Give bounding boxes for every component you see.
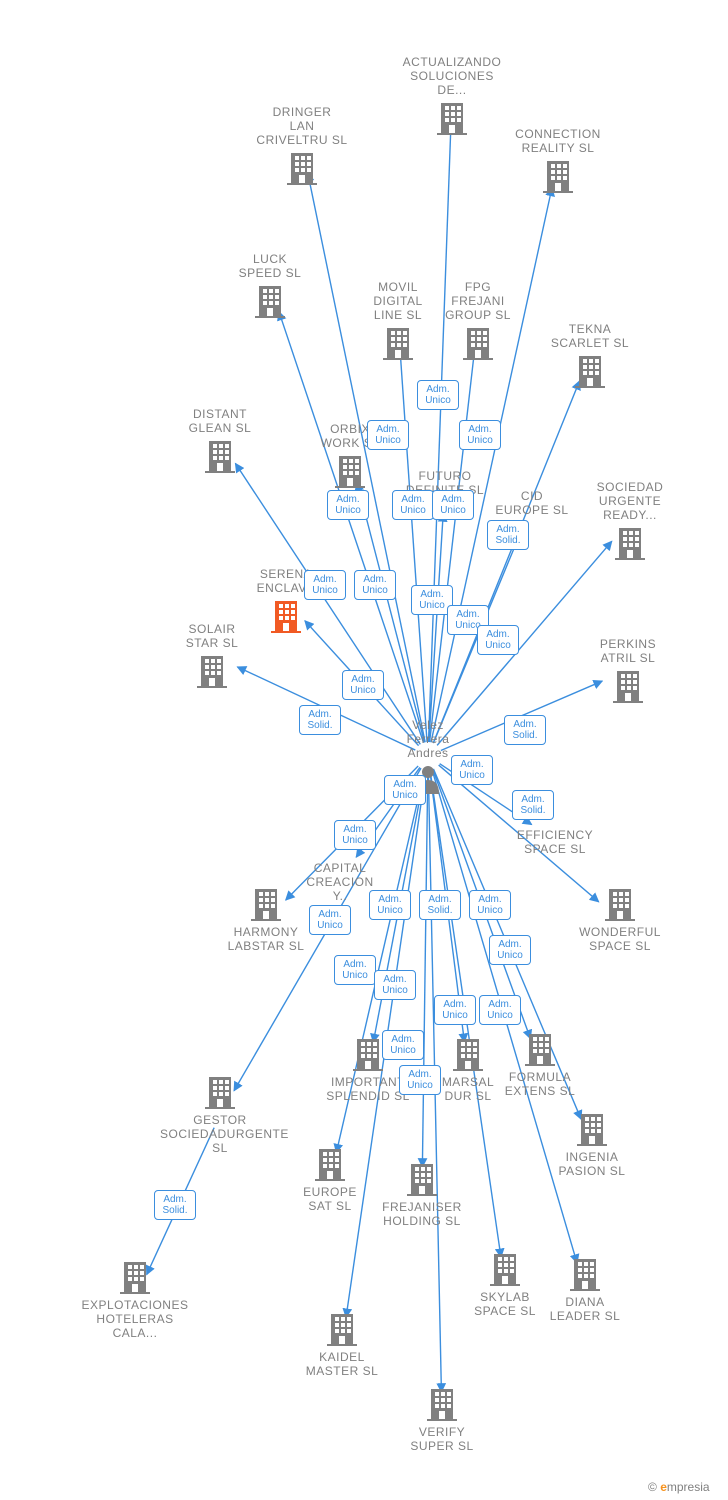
edge-label: Adm. Unico	[399, 1065, 441, 1095]
company-node-label: LUCK SPEED SL	[210, 252, 330, 280]
company-node[interactable]: HARMONY LABSTAR SL	[206, 887, 326, 953]
building-icon	[160, 1075, 280, 1109]
company-node-label: VERIFY SUPER SL	[382, 1425, 502, 1453]
company-node[interactable]: EXPLOTACIONES HOTELERAS CALA...	[75, 1260, 195, 1340]
company-node-label: DISTANT GLEAN SL	[160, 407, 280, 435]
edge-label: Adm. Solid.	[487, 520, 529, 550]
copyright-symbol: ©	[648, 1480, 657, 1494]
company-node-label: DIANA LEADER SL	[525, 1295, 645, 1323]
building-icon	[282, 1312, 402, 1346]
company-node[interactable]: ACTUALIZANDO SOLUCIONES DE...	[392, 55, 512, 135]
company-node-label: SOCIEDAD URGENTE READY...	[570, 480, 690, 522]
building-icon	[75, 1260, 195, 1294]
company-node[interactable]: GESTOR SOCIEDADURGENTE SL	[160, 1075, 280, 1155]
building-icon	[480, 1032, 600, 1066]
company-node-label: EFFICIENCY SPACE SL	[495, 828, 615, 856]
edge-label: Adm. Unico	[479, 995, 521, 1025]
company-node-label: KAIDEL MASTER SL	[282, 1350, 402, 1378]
copyright: © empresia	[648, 1480, 710, 1494]
building-icon	[418, 326, 538, 360]
building-icon	[525, 1257, 645, 1291]
company-node-label: CONNECTION REALITY SL	[498, 127, 618, 155]
edge-label: Adm. Unico	[489, 935, 531, 965]
company-node[interactable]: DISTANT GLEAN SL	[160, 407, 280, 473]
company-node[interactable]: KAIDEL MASTER SL	[282, 1312, 402, 1378]
edge-label: Adm. Unico	[432, 490, 474, 520]
company-node[interactable]: VERIFY SUPER SL	[382, 1387, 502, 1453]
company-node-label: GESTOR SOCIEDADURGENTE SL	[160, 1113, 280, 1155]
building-icon	[560, 887, 680, 921]
logo-rest: mpresia	[667, 1480, 710, 1494]
edge-label: Adm. Solid.	[154, 1190, 196, 1220]
building-icon	[160, 439, 280, 473]
edge-line	[431, 187, 552, 742]
company-node-label: HARMONY LABSTAR SL	[206, 925, 326, 953]
company-node-label: FPG FREJANI GROUP SL	[418, 280, 538, 322]
company-node[interactable]: SOCIEDAD URGENTE READY...	[570, 480, 690, 560]
company-node-label: INGENIA PASION SL	[532, 1150, 652, 1178]
company-node[interactable]: INGENIA PASION SL	[532, 1112, 652, 1178]
edge-label: Adm. Solid.	[419, 890, 461, 920]
edge-line	[422, 770, 427, 1167]
company-node[interactable]: FPG FREJANI GROUP SL	[418, 280, 538, 360]
network-diagram: Velez Ferrera Andres ACTUALIZANDO SOLUCI…	[0, 0, 728, 1500]
edge-label: Adm. Unico	[392, 490, 434, 520]
logo-e: e	[660, 1480, 667, 1494]
company-node-label: FREJANISER HOLDING SL	[362, 1200, 482, 1228]
edge-label: Adm. Unico	[334, 955, 376, 985]
company-node-label: EXPLOTACIONES HOTELERAS CALA...	[75, 1298, 195, 1340]
building-icon	[242, 151, 362, 185]
company-node[interactable]: LUCK SPEED SL	[210, 252, 330, 318]
edge-label: Adm. Unico	[354, 570, 396, 600]
company-node[interactable]: TEKNA SCARLET SL	[530, 322, 650, 388]
building-icon	[206, 887, 326, 921]
center-node-label: Velez Ferrera Andres	[368, 718, 488, 760]
edge-label: Adm. Unico	[417, 380, 459, 410]
company-node-label: FORMULA EXTENS SL	[480, 1070, 600, 1098]
company-node[interactable]: SOLAIR STAR SL	[152, 622, 272, 688]
company-node[interactable]: DRINGER LAN CRIVELTRU SL	[242, 105, 362, 185]
edge-label: Adm. Unico	[369, 890, 411, 920]
building-icon	[568, 669, 688, 703]
edge-label: Adm. Unico	[334, 820, 376, 850]
building-icon	[392, 101, 512, 135]
company-node[interactable]: FREJANISER HOLDING SL	[362, 1162, 482, 1228]
company-node-label: SOLAIR STAR SL	[152, 622, 272, 650]
edge-label: Adm. Solid.	[504, 715, 546, 745]
building-icon	[382, 1387, 502, 1421]
edge-label: Adm. Unico	[459, 420, 501, 450]
company-node[interactable]: FORMULA EXTENS SL	[480, 1032, 600, 1098]
company-node[interactable]: EFFICIENCY SPACE SL	[495, 824, 615, 856]
edge-label: Adm. Unico	[451, 755, 493, 785]
company-node[interactable]: CONNECTION REALITY SL	[498, 127, 618, 193]
company-node[interactable]: DIANA LEADER SL	[525, 1257, 645, 1323]
edge-label: Adm. Unico	[382, 1030, 424, 1060]
building-icon	[210, 284, 330, 318]
edge-label: Adm. Unico	[469, 890, 511, 920]
edge-label: Adm. Unico	[367, 420, 409, 450]
company-node-label: PERKINS ATRIL SL	[568, 637, 688, 665]
edge-label: Adm. Unico	[477, 625, 519, 655]
company-node[interactable]: WONDERFUL SPACE SL	[560, 887, 680, 953]
edge-label: Adm. Solid.	[512, 790, 554, 820]
edge-label: Adm. Unico	[374, 970, 416, 1000]
company-node-label: DRINGER LAN CRIVELTRU SL	[242, 105, 362, 147]
building-icon	[152, 654, 272, 688]
edge-label: Adm. Unico	[327, 490, 369, 520]
edge-label: Adm. Unico	[309, 905, 351, 935]
building-icon	[532, 1112, 652, 1146]
company-node-label: TEKNA SCARLET SL	[530, 322, 650, 350]
edge-label: Adm. Unico	[434, 995, 476, 1025]
building-icon	[570, 526, 690, 560]
building-icon	[362, 1162, 482, 1196]
edge-label: Adm. Solid.	[299, 705, 341, 735]
company-node-label: ACTUALIZANDO SOLUCIONES DE...	[392, 55, 512, 97]
edge-label: Adm. Unico	[384, 775, 426, 805]
company-node[interactable]: PERKINS ATRIL SL	[568, 637, 688, 703]
company-node-label: WONDERFUL SPACE SL	[560, 925, 680, 953]
building-icon	[498, 159, 618, 193]
edge-label: Adm. Unico	[304, 570, 346, 600]
building-icon	[530, 354, 650, 388]
edge-label: Adm. Unico	[342, 670, 384, 700]
